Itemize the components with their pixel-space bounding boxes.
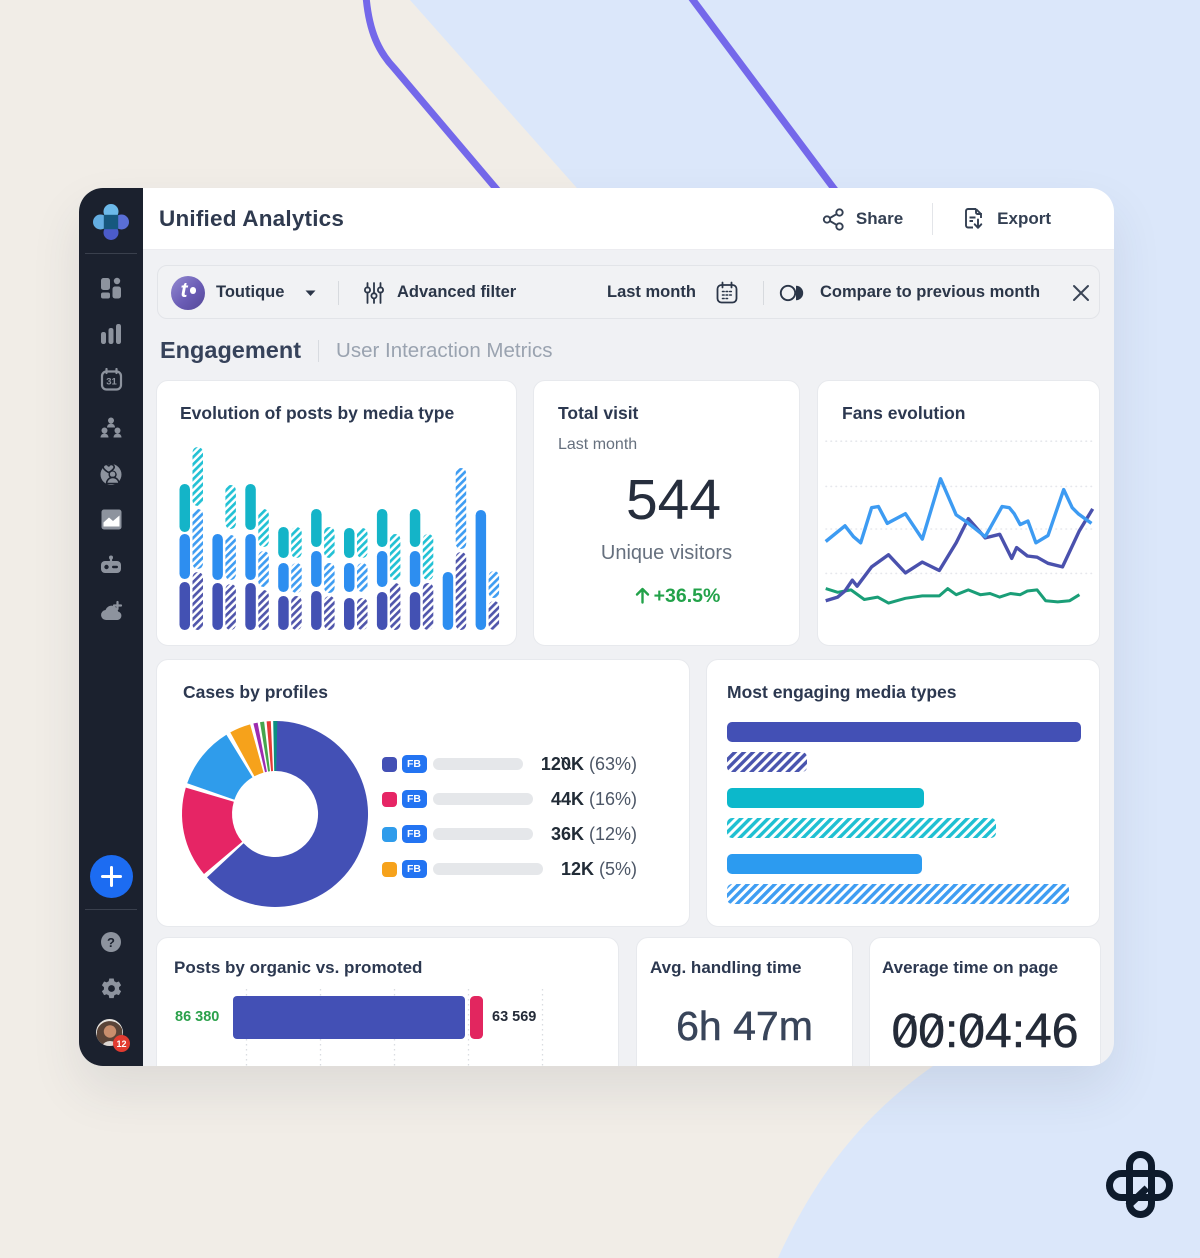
svg-text:12: 12 (116, 1039, 126, 1049)
svg-text:31: 31 (106, 376, 117, 387)
svg-text:?: ? (107, 935, 115, 950)
